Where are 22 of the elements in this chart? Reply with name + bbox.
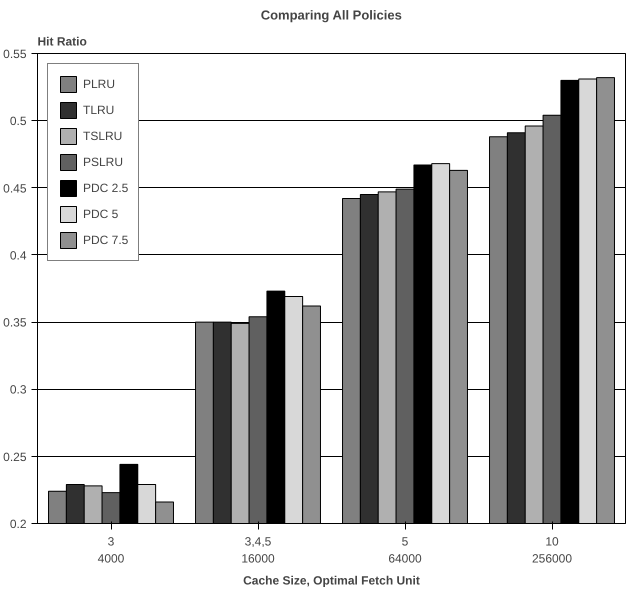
y-tick-label: 0.3 bbox=[10, 382, 27, 397]
y-tick-label: 0.45 bbox=[3, 181, 27, 196]
x-tick-label: 3,4,5 16000 bbox=[241, 534, 276, 566]
legend-label: PDC 2.5 bbox=[83, 181, 128, 195]
x-tick-label: 3 4000 bbox=[98, 534, 125, 566]
y-tick-label: 0.2 bbox=[10, 517, 27, 531]
x-tick-label: 10 256000 bbox=[532, 534, 572, 566]
legend-label: PDC 7.5 bbox=[83, 233, 128, 247]
legend-label: PDC 5 bbox=[83, 207, 118, 221]
y-axis-title: Hit Ratio bbox=[38, 34, 87, 48]
y-tick-label: 0.35 bbox=[3, 316, 27, 330]
chart-title: Comparing All Policies bbox=[260, 8, 402, 22]
y-tick-label: 0.4 bbox=[10, 248, 27, 262]
legend-label: TLRU bbox=[83, 103, 114, 117]
y-tick-label: 0.55 bbox=[3, 47, 27, 61]
legend-label: PSLRU bbox=[83, 155, 124, 169]
y-tick-label: 0.25 bbox=[3, 450, 27, 464]
x-tick-label: 5 64000 bbox=[388, 534, 422, 566]
y-tick-label: 0.5 bbox=[10, 114, 27, 128]
legend-label: PLRU bbox=[83, 77, 116, 91]
x-axis-title: Cache Size, Optimal Fetch Unit bbox=[243, 573, 420, 588]
legend-label: TSLRU bbox=[83, 129, 122, 143]
